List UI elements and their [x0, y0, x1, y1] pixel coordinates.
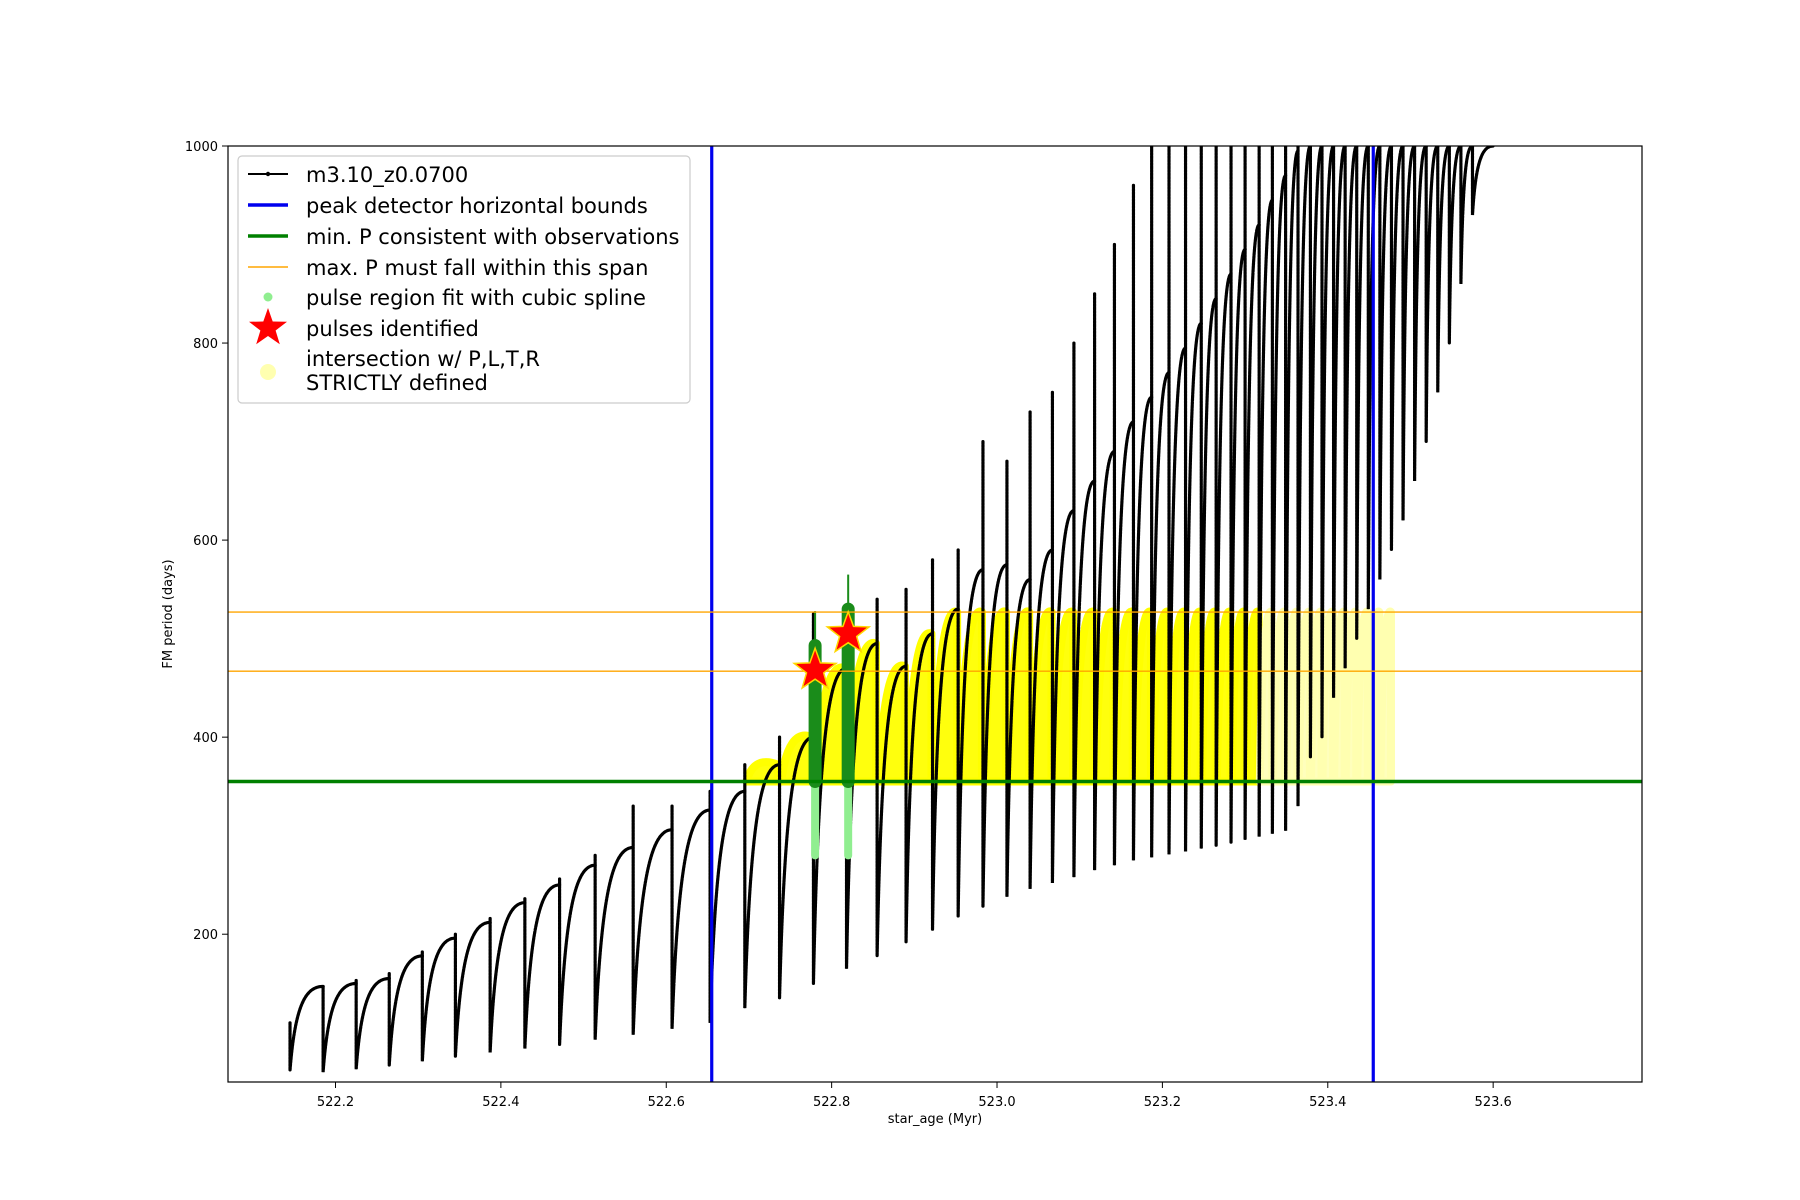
- x-tick-label-5: 523.2: [1144, 1095, 1181, 1110]
- model-cycle-20: [956, 548, 985, 917]
- x-tick-label-4: 523.0: [978, 1095, 1015, 1110]
- model-cycle-7: [523, 883, 562, 1049]
- model-cycle-35: [1243, 146, 1261, 840]
- y-axis: 200 400 600 800 1000: [185, 140, 228, 943]
- model-cycle-31: [1183, 146, 1203, 852]
- model-cycle-26: [1092, 292, 1117, 871]
- series-pulses: [792, 609, 872, 690]
- x-tick-label-1: 522.4: [482, 1095, 519, 1110]
- plot-area: [228, 146, 1642, 1082]
- model-cycle-23: [1028, 410, 1055, 889]
- legend-label-spline: pulse region fit with cubic spline: [306, 286, 646, 310]
- legend-swatch-model-marker: [265, 171, 271, 177]
- model-cycle-33: [1214, 146, 1233, 846]
- y-tick-label-4: 1000: [185, 140, 218, 155]
- legend-swatch-spline: [263, 292, 273, 302]
- y-tick-label-2: 600: [193, 534, 218, 549]
- x-tick-label-0: 522.2: [317, 1095, 354, 1110]
- intersection-region-13: [742, 758, 783, 786]
- legend-label-pulses: pulses identified: [306, 317, 479, 341]
- model-cycle-25: [1072, 341, 1097, 878]
- intersection-region-46: [1376, 607, 1395, 786]
- model-cycle-9: [593, 845, 635, 1040]
- y-tick-label-3: 800: [193, 337, 218, 352]
- model-cycle-30: [1167, 146, 1188, 855]
- model-cycle-5: [453, 920, 492, 1057]
- pulse-star-0: [792, 645, 839, 690]
- model-cycle-32: [1199, 146, 1218, 849]
- model-cycle-27: [1112, 242, 1136, 866]
- legend-label-model: m3.10_z0.0700: [306, 163, 468, 188]
- model-cycle-24: [1050, 390, 1076, 883]
- reference-lines: [228, 146, 1642, 1082]
- model-cycle-14: [777, 735, 816, 999]
- x-axis-label: star_age (Myr): [888, 1112, 982, 1127]
- model-cycle-22: [1005, 459, 1032, 897]
- model-cycle-15: [811, 612, 849, 984]
- y-axis-label: FM period (days): [161, 559, 176, 668]
- legend-label-min-period: min. P consistent with observations: [306, 225, 679, 249]
- x-tick-label-3: 522.8: [813, 1095, 850, 1110]
- x-tick-label-2: 522.6: [648, 1095, 685, 1110]
- model-cycle-8: [557, 863, 597, 1045]
- x-axis: 522.2 522.4 522.6 522.8 523.0 523.2 523.4 523.6: [317, 1082, 1512, 1110]
- plot-frame: [227, 145, 1643, 1083]
- legend-swatch-pulses: [249, 308, 287, 345]
- legend: m3.10_z0.0700 peak detector horizontal b…: [237, 155, 691, 404]
- model-cycle-34: [1229, 146, 1247, 843]
- model-cycle-19: [930, 558, 960, 930]
- x-tick-label-7: 523.6: [1475, 1095, 1512, 1110]
- legend-swatch-intersection: [260, 364, 276, 380]
- model-cycle-36: [1257, 146, 1274, 837]
- x-tick-label-6: 523.4: [1309, 1095, 1346, 1110]
- legend-box: [237, 155, 691, 404]
- model-cycle-29: [1150, 146, 1171, 858]
- model-cycle-21: [981, 439, 1009, 907]
- pulse-star-1: [825, 609, 872, 654]
- model-cycle-37: [1270, 146, 1288, 834]
- legend-swatches: [248, 171, 288, 380]
- model-cycle-28: [1131, 183, 1154, 861]
- series-model: [288, 146, 1495, 1073]
- model-cycle-11: [670, 804, 712, 1029]
- model-cycle-16: [844, 632, 879, 969]
- y-tick-label-0: 200: [193, 928, 218, 943]
- model-cycle-10: [631, 804, 674, 1035]
- model-cycle-18: [904, 587, 935, 943]
- model-cycle-6: [488, 901, 527, 1053]
- model-cycle-13: [743, 763, 782, 1009]
- y-tick-label-1: 400: [193, 731, 218, 746]
- legend-label-bounds: peak detector horizontal bounds: [306, 194, 648, 218]
- legend-label-max-span: max. P must fall within this span: [306, 256, 648, 280]
- legend-label-intersection-2: STRICTLY defined: [306, 371, 488, 395]
- legend-label-intersection-1: intersection w/ P,L,T,R: [306, 347, 540, 371]
